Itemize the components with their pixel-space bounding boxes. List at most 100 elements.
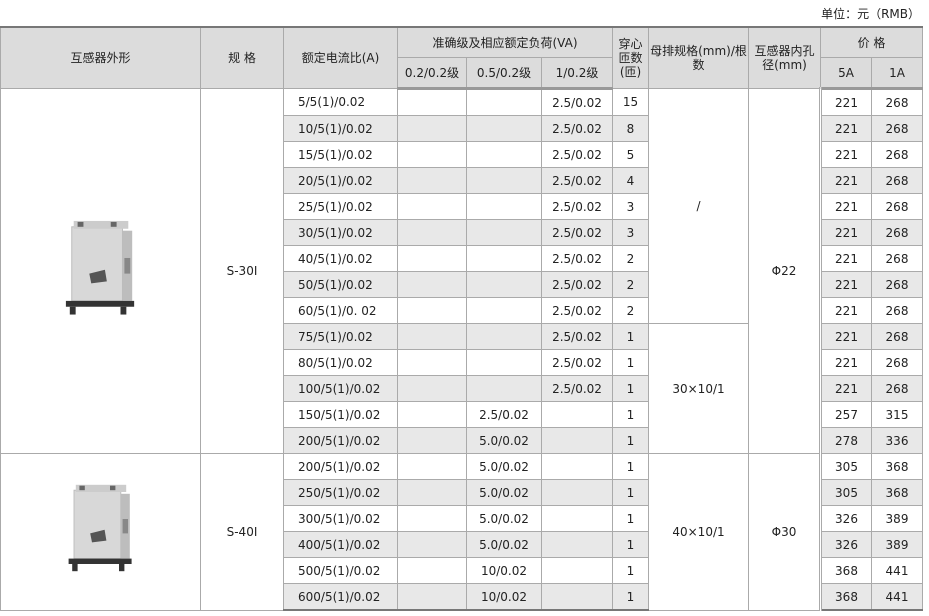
cell-price-1a: 441 [870,583,924,611]
cell-price-1a: 268 [870,271,924,298]
cell-price-5a: 221 [819,115,872,142]
cell-price-5a: 368 [819,557,872,584]
cell-acc-05 [466,193,542,220]
cell-turns: 8 [612,115,649,142]
cell-ratio: 50/5(1)/0.02 [283,271,398,298]
cell-turns: 1 [612,453,649,480]
cell-ratio: 200/5(1)/0.02 [283,427,398,454]
table-row: 150/5(1)/0.02 2.5/0.02 1 257 315 [1,401,924,428]
table-row: S-40I 200/5(1)/0.02 5.0/0.02 1 40×10/1 Φ30 305… [0,453,924,611]
table-row: 300/5(1)/0.02 5.0/0.02 1 326 389 [1,505,924,532]
cell-acc-02 [397,297,467,324]
cell-turns: 1 [612,557,649,584]
cell-acc-05 [466,323,542,350]
cell-price-1a: 336 [870,427,924,454]
cell-ratio: 100/5(1)/0.02 [283,375,398,402]
cell-ratio: 400/5(1)/0.02 [283,531,398,558]
header-spec: 规 格 [200,26,284,89]
product-image [0,88,201,454]
cell-acc-1 [541,453,613,480]
cell-ratio: 10/5(1)/0.02 [283,115,398,142]
cell-price-1a: 389 [870,505,924,532]
cell-price-5a: 221 [819,193,872,220]
cell-price-5a: 221 [819,271,872,298]
cell-acc-05 [466,245,542,272]
cell-turns: 5 [612,141,649,168]
header-turns: 穿心匝数(匝) [612,26,649,89]
cell-acc-1: 2.5/0.02 [541,271,613,298]
cell-acc-05 [466,141,542,168]
cell-turns: 1 [612,375,649,402]
cell-ratio: 40/5(1)/0.02 [283,245,398,272]
cell-acc-05: 2.5/0.02 [466,401,542,428]
cell-acc-02 [397,583,467,611]
header-shape: 互感器外形 [0,26,201,89]
cell-acc-05: 5.0/0.02 [466,427,542,454]
cell-acc-02 [397,245,467,272]
cell-acc-02 [397,141,467,168]
cell-price-1a: 268 [870,349,924,376]
cell-acc-1: 2.5/0.02 [541,349,613,376]
cell-price-5a: 221 [819,297,872,324]
cell-ratio: 600/5(1)/0.02 [283,583,398,611]
cell-ratio: 500/5(1)/0.02 [283,557,398,584]
cell-turns: 1 [612,349,649,376]
cell-price-1a: 441 [870,557,924,584]
cell-acc-1: 2.5/0.02 [541,88,613,116]
table-row: 200/5(1)/0.02 5.0/0.02 1 278 336 [1,427,924,454]
cell-price-1a: 368 [870,479,924,506]
cell-acc-05: 10/0.02 [466,557,542,584]
cell-ratio: 75/5(1)/0.02 [283,323,398,350]
cell-acc-05: 5.0/0.02 [466,479,542,506]
cell-ratio: 80/5(1)/0.02 [283,349,398,376]
cell-acc-05 [466,167,542,194]
cell-ratio: 30/5(1)/0.02 [283,219,398,246]
cell-acc-02 [397,323,467,350]
cell-ratio: 20/5(1)/0.02 [283,167,398,194]
cell-ratio: 60/5(1)/0. 02 [283,297,398,324]
cell-acc-05: 5.0/0.02 [466,531,542,558]
cell-acc-1: 2.5/0.02 [541,219,613,246]
cell-price-1a: 368 [870,453,924,480]
table-row: 30/5(1)/0.02 2.5/0.02 3 221 268 [1,219,924,246]
cell-ratio: 15/5(1)/0.02 [283,141,398,168]
table-row: S-30I 5/5(1)/0.02 2.5/0.02 15/Φ22 221 268 [0,88,924,454]
cell-acc-02 [397,531,467,558]
table-row: 10/5(1)/0.02 2.5/0.02 8 221 268 [1,115,924,142]
cell-acc-05 [466,271,542,298]
table-row: 500/5(1)/0.02 10/0.02 1 368 441 [1,557,924,584]
cell-turns: 1 [612,427,649,454]
cell-acc-02 [397,219,467,246]
cell-acc-1: 2.5/0.02 [541,375,613,402]
transformer-icon [65,485,137,580]
cell-turns: 2 [612,271,649,298]
cell-acc-05: 5.0/0.02 [466,453,542,480]
cell-price-1a: 268 [870,193,924,220]
cell-acc-05 [466,88,542,116]
busbar-cell: / [648,88,749,324]
busbar-cell: 30×10/1 [648,323,749,454]
cell-acc-02 [397,479,467,506]
transformer-icon [62,220,140,323]
cell-turns: 4 [612,167,649,194]
spec-cell: S-30I [200,88,284,454]
cell-ratio: 200/5(1)/0.02 [283,453,398,480]
cell-acc-1 [541,583,613,611]
cell-price-5a: 221 [819,245,872,272]
cell-acc-1 [541,427,613,454]
bore-cell: Φ30 [748,453,821,611]
cell-turns: 1 [612,323,649,350]
cell-ratio: 25/5(1)/0.02 [283,193,398,220]
cell-price-1a: 268 [870,141,924,168]
cell-acc-02 [397,427,467,454]
cell-acc-05 [466,349,542,376]
cell-price-1a: 268 [870,245,924,272]
cell-turns: 1 [612,583,649,611]
bore-cell: Φ22 [748,88,821,454]
cell-ratio: 300/5(1)/0.02 [283,505,398,532]
cell-acc-02 [397,557,467,584]
header-bore: 互感器内孔径(mm) [748,26,821,89]
cell-price-5a: 221 [819,323,872,350]
cell-acc-05 [466,375,542,402]
cell-acc-02 [397,349,467,376]
